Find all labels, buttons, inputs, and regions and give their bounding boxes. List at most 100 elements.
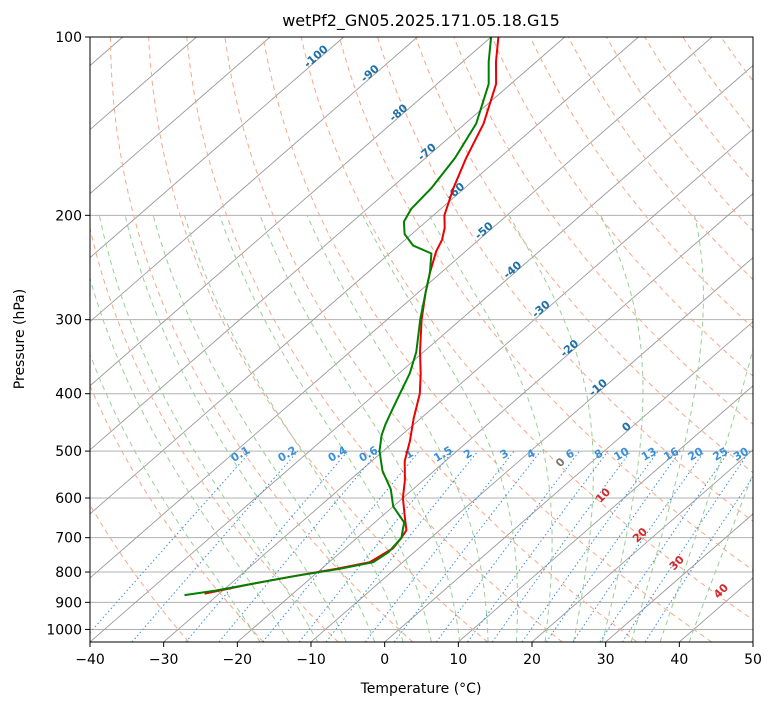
isotherm-line [90, 37, 418, 323]
dry-adiabats [90, 37, 753, 642]
moist-adiabat [259, 215, 461, 642]
y-tick-label: 200 [55, 208, 82, 224]
isotherm-line [237, 192, 753, 642]
zero-label: 0 [553, 455, 568, 470]
isotherm-line [90, 37, 713, 579]
mixing-ratio-line [185, 450, 349, 642]
isotherm-line [90, 37, 566, 451]
y-tick-label: 700 [55, 531, 82, 547]
chart-title: wetPf2_GN05.2025.171.05.18.G15 [282, 11, 560, 31]
isotherm-line [90, 37, 639, 515]
dry-adiabat [720, 37, 753, 82]
y-tick-label: 300 [55, 313, 82, 329]
mixing-ratio-line [572, 450, 705, 642]
mixing-ratio-line [644, 476, 753, 642]
isotherm-line [90, 64, 753, 642]
isotherm-line [384, 321, 753, 642]
mixing-ratio-line [545, 450, 681, 642]
mixing-ratio-line [218, 450, 380, 642]
isotherm-line [90, 37, 492, 387]
moist-adiabat [184, 215, 404, 642]
mixing-ratio-label: 10 [612, 445, 632, 464]
isotherm-label: -90 [358, 62, 382, 85]
mixing-ratio-label: 20 [686, 445, 706, 464]
moist-adiabat [630, 215, 704, 642]
moist-adiabat [508, 215, 594, 642]
isotherm-line [310, 257, 753, 642]
isotherm-line [679, 577, 753, 642]
dewpoint-profile [184, 37, 493, 597]
x-axis: −40 −30 −20 −10 0 10 20 30 40 50 [75, 642, 762, 668]
mixing-ratio-line [325, 450, 479, 642]
x-tick-label: 40 [670, 652, 688, 668]
mixing-ratio-label: 30 [731, 445, 751, 464]
dry-adiabat [644, 37, 753, 183]
y-tick-label: 1000 [46, 622, 82, 638]
isotherm-line [90, 37, 345, 259]
x-tick-label: −30 [149, 652, 179, 668]
dry-adiabat [90, 503, 190, 642]
y-tick-label: 500 [55, 444, 82, 460]
mixing-ratio-line [262, 450, 420, 642]
mixing-ratio-line [435, 450, 580, 642]
mixing-ratio-label: 36 [752, 445, 772, 464]
isotherm-line [752, 641, 753, 642]
isotherm-line [531, 449, 753, 642]
moist-adiabat [219, 215, 432, 642]
diagram-labels: -100-90-80-70-60-50-40-30-20-1000.1 0.2 0.… [229, 42, 772, 601]
mixing-ratio-line [90, 450, 252, 634]
mixing-ratio-label: 0.2 [276, 444, 299, 465]
mixing-ratio-label: 25 [711, 445, 731, 464]
y-axis-title: Pressure (hPa) [12, 289, 28, 389]
dry-adiabat [453, 37, 753, 425]
x-tick-label: 0 [380, 652, 389, 668]
moist-adiabat [90, 276, 290, 642]
y-tick-label: 900 [55, 595, 82, 611]
y-tick-label: 600 [55, 491, 82, 507]
dry-adiabat [224, 37, 638, 642]
y-tick-label: 800 [55, 565, 82, 581]
moist-adiabat [124, 215, 347, 642]
dry-adiabat [567, 37, 753, 281]
isobar-grid [90, 37, 753, 630]
theta-label: 10 [593, 485, 613, 505]
mixing-ratio-line [491, 450, 632, 642]
moist-adiabat [306, 215, 489, 642]
mixing-ratio-line [621, 450, 751, 642]
mixing-ratio-line [298, 450, 454, 642]
mixing-ratio-line [521, 450, 659, 642]
moist-adiabat [152, 215, 376, 642]
moist-adiabat [98, 215, 319, 642]
isotherm-grid [90, 37, 753, 642]
y-tick-label: 400 [55, 387, 82, 403]
isotherm-label: -20 [558, 337, 582, 360]
y-axis: 100 200 300 400 500 600 700 800 900 1000 [46, 30, 90, 638]
dry-adiabat [491, 37, 753, 377]
dry-adiabat [682, 37, 753, 133]
plot-area: -100-90-80-70-60-50-40-30-20-1000.1 0.2 0.… [90, 37, 772, 642]
moist-adiabat [688, 472, 753, 642]
mixing-ratio-label: 0.4 [326, 443, 350, 464]
dry-adiabat [529, 37, 753, 329]
isotherm-label: -100 [301, 42, 331, 70]
isotherm-line [90, 37, 271, 195]
plot-frame [89, 36, 754, 643]
x-tick-label: 50 [744, 652, 762, 668]
dry-adiabat [186, 37, 563, 642]
moist-adiabats [90, 215, 753, 642]
dry-adiabat [148, 37, 488, 642]
isotherm-label: -70 [415, 141, 439, 164]
dry-adiabat [377, 37, 753, 522]
dry-adiabat [606, 37, 753, 232]
mixing-ratio-label: 4 [524, 446, 537, 461]
mixing-ratio-label: 13 [639, 445, 659, 464]
theta-label: 40 [711, 581, 731, 601]
mixing-ratio-label: 16 [661, 445, 681, 464]
mixing-ratio-label: 6 [563, 446, 576, 461]
dry-adiabat [90, 226, 339, 642]
mixing-ratio-line [393, 450, 542, 642]
x-tick-label: 10 [449, 652, 467, 668]
x-tick-label: −20 [223, 652, 253, 668]
isotherm-label: -40 [501, 258, 525, 281]
